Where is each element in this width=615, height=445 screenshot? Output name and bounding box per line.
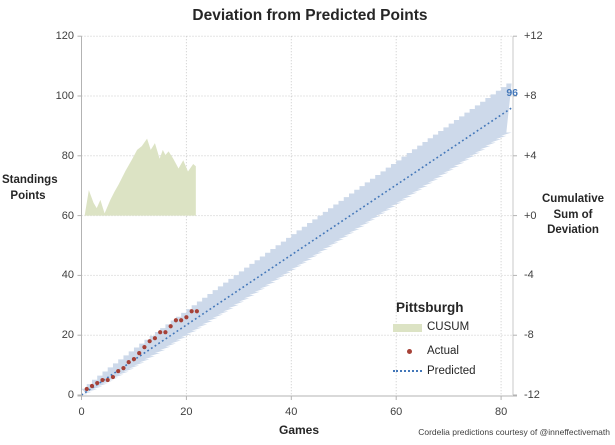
left-axis-tick-label: 40 (61, 269, 74, 282)
predicted-end-value-label: 96 (506, 87, 518, 99)
x-axis-tick-label: 80 (494, 406, 508, 418)
right-axis-tick-label: -12 (524, 389, 540, 401)
actual-point (116, 368, 121, 374)
right-axis-tick-label: -8 (524, 329, 534, 342)
left-axis-title-line1: Standings (2, 174, 58, 186)
left-axis-tick-label: 20 (61, 329, 74, 342)
actual-point (173, 318, 179, 323)
right-axis-tick-label: -4 (524, 269, 534, 282)
actual-point (168, 324, 173, 329)
chart-title: Deviation from Predicted Points (192, 7, 428, 24)
legend-cusum-label: CUSUM (427, 321, 470, 333)
right-axis-tick-label: +8 (524, 90, 537, 102)
x-axis-tick-label: 20 (180, 406, 193, 418)
actual-point (158, 330, 163, 335)
actual-point (184, 315, 189, 320)
actual-point (89, 383, 95, 389)
right-axis-title-line3: Deviation (547, 224, 599, 236)
right-axis-title: Cumulative Sum of Deviation (537, 192, 609, 239)
actual-point (121, 365, 126, 371)
legend-predicted-label: Predicted (427, 365, 476, 377)
actual-point (179, 318, 184, 323)
actual-point (152, 336, 158, 341)
legend-actual-label: Actual (427, 345, 459, 357)
actual-point (137, 351, 142, 356)
actual-point (147, 339, 152, 344)
actual-point (189, 309, 194, 314)
legend-title: Pittsburgh (396, 300, 464, 315)
actual-point (105, 377, 110, 383)
left-axis-tick-label: 120 (55, 30, 74, 43)
credit-caption: Cordelia predictions courtesy of @inneff… (418, 427, 610, 437)
left-axis-title: Standings Points (2, 173, 58, 204)
left-axis-tick-label: 0 (67, 389, 74, 401)
prediction-band (81, 83, 512, 395)
x-axis-tick-label: 40 (285, 406, 298, 418)
legend-actual-swatch (407, 349, 412, 354)
actual-point (100, 377, 105, 383)
actual-point (95, 380, 100, 386)
actual-point (142, 345, 147, 350)
x-axis-tick-label: 0 (78, 406, 85, 418)
left-axis-tick-label: 60 (61, 209, 74, 222)
legend-cusum-swatch (393, 324, 422, 332)
x-axis-tick-label: 60 (390, 406, 403, 418)
right-axis-tick-label: +4 (524, 149, 537, 162)
right-axis-tick-label: +0 (524, 209, 537, 222)
actual-point (163, 330, 168, 335)
right-axis-tick-label: +12 (524, 30, 543, 43)
right-axis-title-line2: Sum of (553, 208, 593, 221)
x-axis-title: Games (278, 423, 320, 437)
actual-point (126, 360, 131, 365)
left-axis-tick-label: 80 (61, 149, 74, 162)
actual-point (84, 386, 89, 392)
left-axis-title-line2: Points (10, 189, 46, 202)
actual-point (131, 357, 137, 362)
actual-point (110, 374, 116, 380)
actual-point (194, 309, 199, 314)
left-axis-tick-label: 100 (55, 90, 74, 102)
right-axis-title-line1: Cumulative (542, 193, 604, 205)
cusum-area (84, 138, 196, 216)
legend-predicted-swatch (393, 370, 422, 372)
